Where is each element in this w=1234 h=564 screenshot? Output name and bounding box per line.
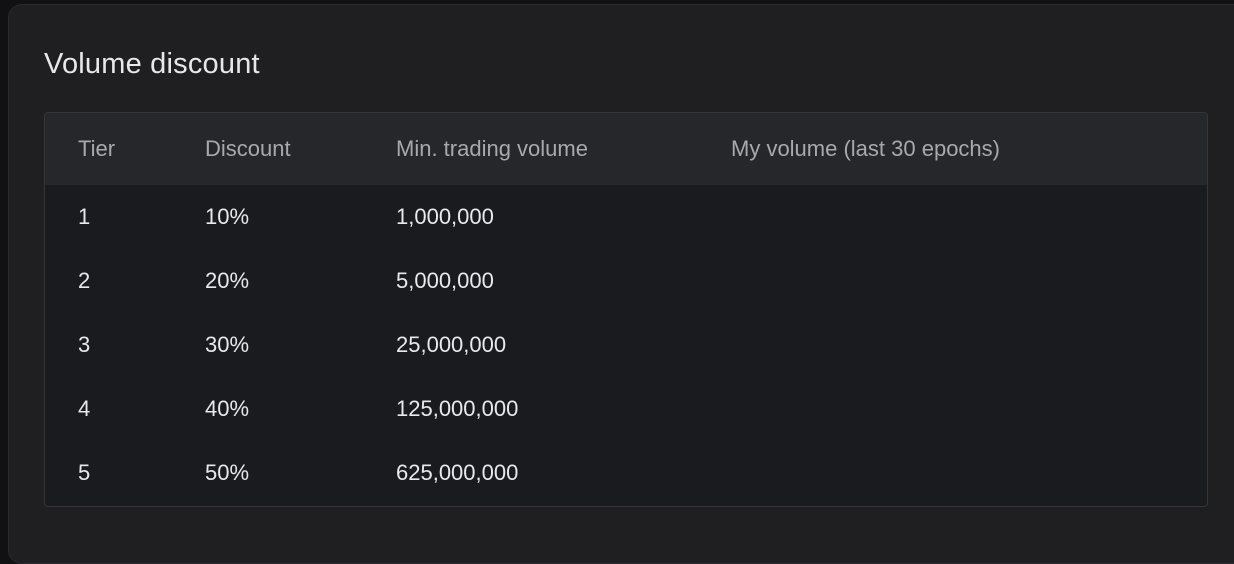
table-row: 3 30% 25,000,000 bbox=[45, 313, 1207, 377]
table-row: 2 20% 5,000,000 bbox=[45, 249, 1207, 313]
discount-cell: 40% bbox=[205, 396, 250, 421]
column-header-my-volume: My volume (last 30 epochs) bbox=[731, 136, 1000, 161]
column-header-min-trading-volume: Min. trading volume bbox=[396, 136, 588, 161]
card-title: Volume discount bbox=[44, 48, 260, 80]
discount-cell: 50% bbox=[205, 460, 250, 485]
tier-cell: 4 bbox=[78, 396, 91, 421]
my-volume-cell bbox=[731, 249, 1207, 313]
min-volume-cell: 125,000,000 bbox=[396, 396, 519, 421]
discount-cell: 30% bbox=[205, 332, 250, 357]
min-volume-cell: 1,000,000 bbox=[396, 204, 494, 229]
volume-discount-table: Tier Discount Min. trading volume My vol… bbox=[44, 112, 1208, 507]
column-header-tier: Tier bbox=[78, 136, 116, 161]
table-row: 4 40% 125,000,000 bbox=[45, 377, 1207, 441]
my-volume-cell bbox=[731, 185, 1207, 249]
my-volume-cell bbox=[731, 313, 1207, 377]
tier-cell: 1 bbox=[78, 204, 91, 229]
table-row: 5 50% 625,000,000 bbox=[45, 441, 1207, 505]
tier-cell: 5 bbox=[78, 460, 91, 485]
table-header-row: Tier Discount Min. trading volume My vol… bbox=[45, 113, 1207, 185]
column-header-discount: Discount bbox=[205, 136, 291, 161]
my-volume-cell bbox=[731, 377, 1207, 441]
discount-cell: 10% bbox=[205, 204, 250, 229]
min-volume-cell: 5,000,000 bbox=[396, 268, 494, 293]
discount-cell: 20% bbox=[205, 268, 250, 293]
tier-cell: 3 bbox=[78, 332, 91, 357]
min-volume-cell: 25,000,000 bbox=[396, 332, 507, 357]
tier-cell: 2 bbox=[78, 268, 91, 293]
table-row: 1 10% 1,000,000 bbox=[45, 185, 1207, 249]
min-volume-cell: 625,000,000 bbox=[396, 460, 519, 485]
my-volume-cell bbox=[731, 441, 1207, 505]
